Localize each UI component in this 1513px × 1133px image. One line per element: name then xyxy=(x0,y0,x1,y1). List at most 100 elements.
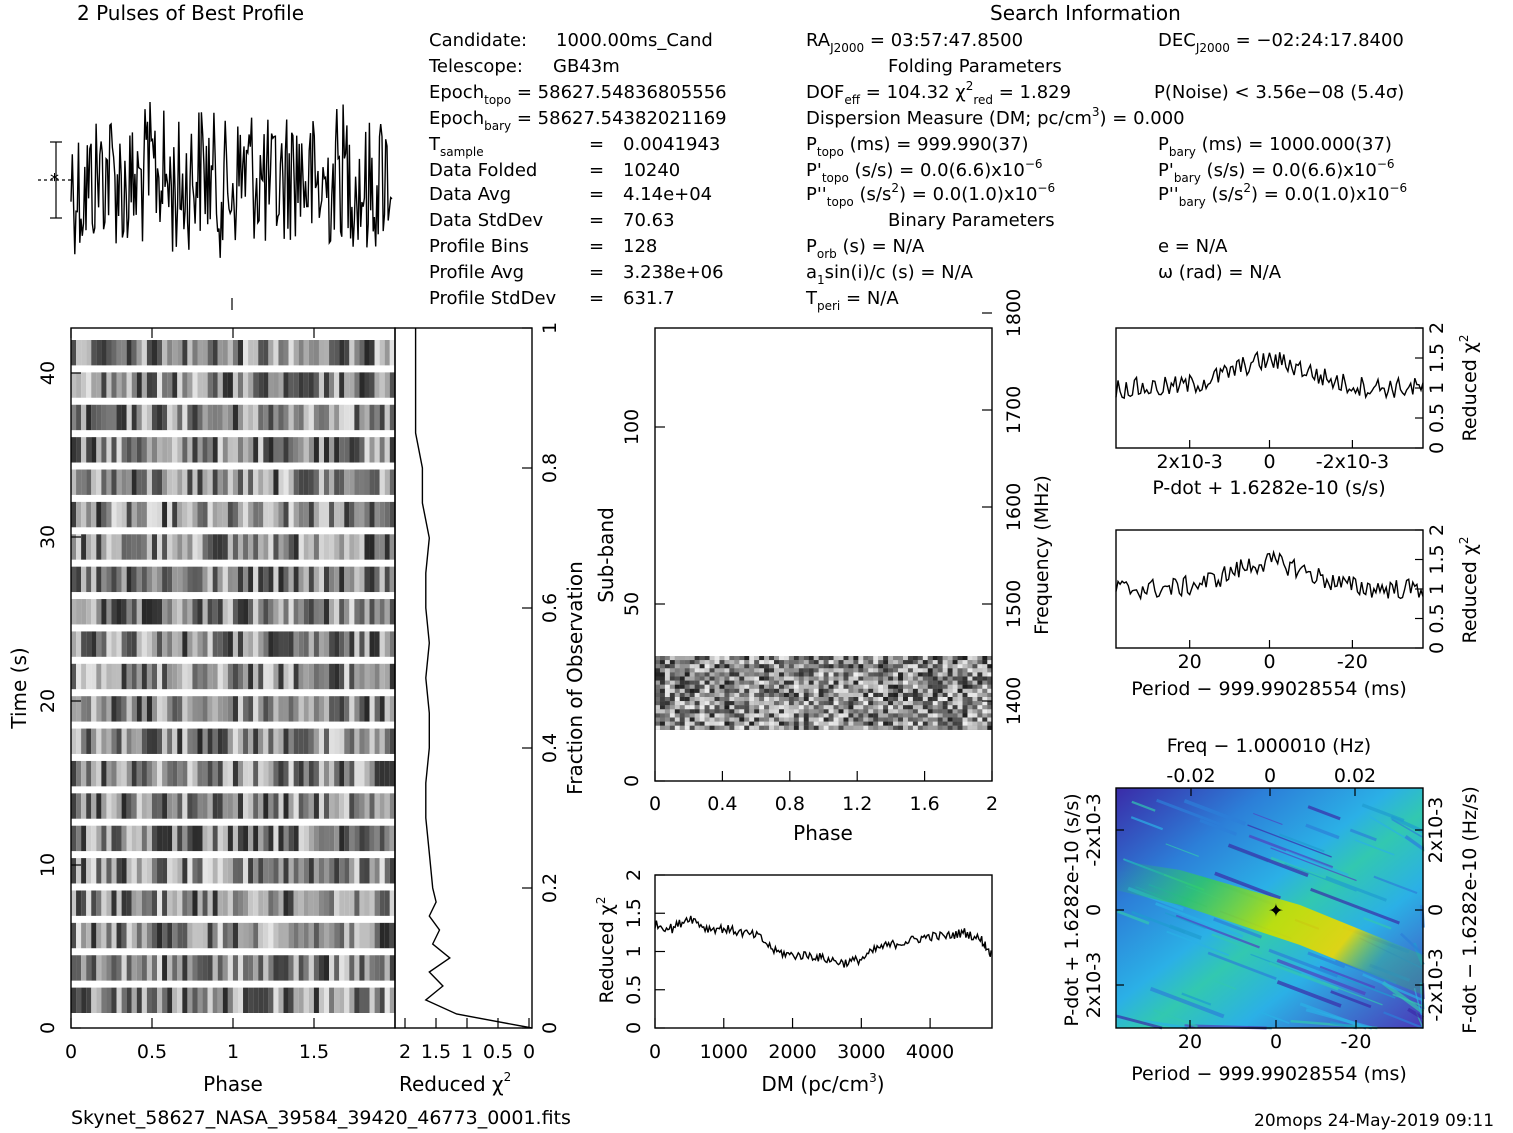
subband-cell xyxy=(709,709,715,714)
subband-cell xyxy=(863,672,869,677)
time-phase-cell xyxy=(349,534,355,560)
subband-cell xyxy=(769,697,775,702)
time-phase-cell xyxy=(278,890,284,916)
subband-cell xyxy=(937,664,943,669)
time-phase-cell xyxy=(202,858,208,884)
time-phase-cell xyxy=(232,631,239,657)
time-phase-cell xyxy=(116,437,122,463)
time-phase-cell xyxy=(91,825,97,852)
time-phase-cell xyxy=(106,469,112,495)
subband-cell xyxy=(888,672,894,677)
subband-cell xyxy=(972,664,978,669)
subband-cell xyxy=(962,688,968,693)
subband-cell xyxy=(878,709,884,714)
subband-cell xyxy=(868,697,874,702)
subband-cell xyxy=(664,725,670,730)
subband-cell xyxy=(927,705,933,710)
subband-cell xyxy=(818,684,824,689)
time-phase-cell xyxy=(248,922,254,949)
time-phase-cell xyxy=(111,340,117,366)
subband-cell xyxy=(655,684,660,689)
subband-cell xyxy=(813,660,819,665)
subband-cell xyxy=(744,721,750,726)
subband-cell xyxy=(699,697,705,702)
subband-cell xyxy=(982,680,988,685)
subband-cell xyxy=(878,676,884,681)
time-phase-cell xyxy=(76,404,82,431)
subband-cell xyxy=(927,656,933,661)
time-phase-cell xyxy=(227,404,233,431)
subband-cell xyxy=(828,660,834,665)
time-phase-cell xyxy=(207,663,213,690)
time-phase-cell xyxy=(217,663,223,690)
plane-streak xyxy=(1407,1007,1424,1020)
subband-cell xyxy=(674,717,680,722)
time-phase-cell xyxy=(151,728,158,754)
subband-cell xyxy=(937,668,943,673)
subband-cell xyxy=(952,705,958,710)
time-phase-cell xyxy=(121,534,127,560)
time-tick-label: 0 xyxy=(37,1022,59,1034)
time-phase-cell xyxy=(379,599,385,625)
time-phase-cell xyxy=(162,340,168,366)
subband-cell xyxy=(764,672,770,677)
subband-cell xyxy=(744,656,750,661)
time-phase-cell xyxy=(324,987,330,1013)
subband-cell xyxy=(957,725,963,730)
time-phase-cell xyxy=(136,534,142,560)
time-phase-cell xyxy=(293,696,299,722)
subband-cell xyxy=(893,721,899,726)
time-phase-cell xyxy=(263,760,269,787)
chi2-pdot-plot: 2x10-3 0 -2x10-300.511.52 P-dot + 1.6282e-… xyxy=(1115,322,1481,499)
plane-streak xyxy=(1285,850,1349,877)
time-phase-cell xyxy=(248,534,254,560)
time-phase-cell xyxy=(212,825,218,852)
subband-cell xyxy=(927,697,933,702)
time-phase-cell xyxy=(232,955,239,981)
time-phase-cell xyxy=(369,469,375,495)
time-phase-cell xyxy=(389,534,395,560)
svg-text:10240: 10240 xyxy=(623,160,680,181)
time-phase-cell xyxy=(121,404,127,431)
time-phase-cell xyxy=(329,663,335,690)
time-phase-cell xyxy=(146,340,152,366)
time-phase-cell xyxy=(217,599,223,625)
time-phase-cell xyxy=(339,890,345,916)
svg-text:=: = xyxy=(589,134,604,155)
time-phase-cell xyxy=(278,955,284,981)
subband-cell xyxy=(788,676,794,681)
time-phase-cell xyxy=(243,566,249,593)
subband-cell xyxy=(987,672,993,677)
subband-cell xyxy=(853,705,859,710)
time-phase-cell xyxy=(76,340,82,366)
subband-cell xyxy=(932,680,938,685)
time-phase-cell xyxy=(187,858,193,884)
subband-cell xyxy=(788,660,794,665)
subband-cell xyxy=(689,705,695,710)
subband-cell xyxy=(689,688,695,693)
subband-cell xyxy=(883,676,889,681)
subband-cell xyxy=(957,709,963,714)
time-phase-cell xyxy=(248,760,254,787)
time-phase-cell xyxy=(283,372,289,398)
subband-cell xyxy=(803,697,809,702)
plane-streak xyxy=(1144,1019,1188,1030)
subband-cell xyxy=(912,676,918,681)
subband-cell xyxy=(893,664,899,669)
time-phase-cell xyxy=(217,793,223,819)
time-phase-cell xyxy=(151,760,158,787)
subband-cell xyxy=(977,701,983,706)
time-phase-cell xyxy=(121,437,127,463)
svg-text:P(Noise) < 3.56e−08 (5.4σ): P(Noise) < 3.56e−08 (5.4σ) xyxy=(1154,82,1404,103)
time-phase-cell xyxy=(268,663,274,690)
time-phase-cell xyxy=(359,793,365,819)
time-phase-cell xyxy=(162,469,168,495)
subband-cell xyxy=(764,660,770,665)
subband-cell xyxy=(858,684,864,689)
subband-cell xyxy=(783,680,789,685)
subband-cell xyxy=(729,725,735,730)
time-phase-cell xyxy=(232,469,239,495)
subband-cell xyxy=(828,705,834,710)
subband-cell xyxy=(952,656,958,661)
subband-cell xyxy=(828,717,834,722)
